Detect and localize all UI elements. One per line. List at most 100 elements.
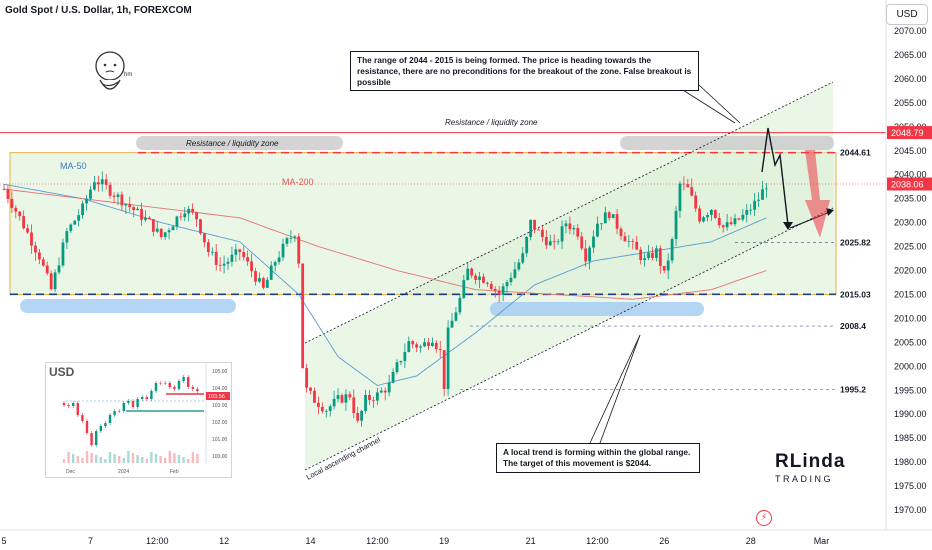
candle-body-41	[163, 232, 167, 238]
candle-body-70	[277, 257, 281, 263]
x-tick-label-4: 14	[306, 536, 316, 546]
candle-body-44	[175, 216, 179, 227]
x-tick-label-9: 26	[659, 536, 669, 546]
currency-button[interactable]: USD	[886, 4, 928, 25]
candle-body-74	[293, 236, 297, 238]
inset-candle-21	[159, 383, 162, 384]
candle-body-90	[356, 413, 360, 421]
candle-body-126	[497, 290, 501, 295]
inset-volume-21	[159, 456, 162, 463]
y-tick-label-10: 2020.00	[894, 266, 927, 276]
candle-body-63	[250, 261, 253, 272]
candle-body-174	[686, 184, 690, 188]
candle-body-139	[548, 241, 552, 246]
inset-volume-3	[76, 456, 79, 463]
y-tick-label-11: 2025.00	[894, 242, 927, 252]
y-tick-label-1: 1975.00	[894, 481, 927, 491]
candle-body-53	[210, 251, 214, 253]
candle-body-128	[505, 282, 509, 287]
candle-body-144	[568, 223, 572, 230]
candle-body-33	[132, 207, 136, 211]
candle-body-58	[230, 254, 234, 262]
inset-volume-22	[164, 458, 167, 463]
candle-body-50	[199, 219, 202, 234]
candle-body-93	[368, 394, 371, 400]
inset-volume-10	[108, 452, 112, 463]
candle-body-27	[108, 184, 112, 196]
y-tick-label-14: 2040.00	[894, 170, 927, 180]
candle-body-61	[242, 251, 246, 258]
candle-body-62	[246, 257, 250, 262]
red-target-arrow	[805, 150, 830, 238]
inset-volume-1	[67, 452, 70, 463]
candle-body-170	[670, 239, 674, 261]
candle-body-183	[721, 225, 725, 228]
candle-body-161	[635, 241, 639, 250]
candle-body-130	[513, 269, 517, 278]
candle-body-56	[222, 263, 226, 266]
candle-body-182	[717, 218, 721, 226]
lightning-icon[interactable]: ⚡	[756, 510, 772, 526]
candle-body-108	[427, 342, 430, 347]
y-tick-label-6: 2000.00	[894, 361, 927, 371]
inset-candle-13	[122, 403, 125, 411]
candle-body-54	[214, 251, 218, 265]
y-tick-label-13: 2035.00	[894, 194, 927, 204]
x-tick-label-8: 12:00	[586, 536, 609, 546]
candle-body-167	[658, 248, 662, 266]
inset-y-tick-3: 102.00	[212, 420, 228, 426]
candle-body-159	[627, 241, 631, 242]
level-label-3: 2008.4	[840, 321, 866, 331]
y-tick-label-7: 2005.00	[894, 337, 927, 347]
inset-x-label-1: 2024	[118, 469, 129, 475]
candle-body-84	[332, 398, 336, 407]
candle-body-162	[639, 249, 643, 261]
candle-body-106	[419, 346, 422, 348]
candles-layer	[2, 171, 768, 427]
x-tick-label-1: 7	[88, 536, 93, 546]
candle-body-68	[269, 265, 273, 280]
x-tick-label-11: Mar	[814, 536, 830, 546]
mascot-sticker: hm	[88, 48, 138, 104]
candle-body-43	[171, 226, 175, 231]
candle-body-151	[596, 223, 599, 237]
candle-body-179	[706, 214, 709, 218]
candle-body-178	[702, 217, 705, 222]
candle-body-121	[478, 276, 481, 280]
candle-body-51	[203, 233, 206, 243]
candle-body-131	[517, 262, 521, 270]
candle-body-96	[379, 390, 383, 393]
level-label-2: 2015.03	[840, 289, 871, 299]
liquidity-pill-left	[136, 136, 343, 150]
candle-body-40	[159, 228, 163, 238]
candle-body-133	[525, 236, 529, 254]
candle-body-31	[124, 204, 128, 206]
y-tick-label-0: 1970.00	[894, 505, 927, 515]
candle-body-20	[81, 203, 84, 216]
candle-body-129	[509, 277, 513, 283]
candle-body-132	[521, 253, 525, 263]
candle-body-71	[281, 243, 285, 258]
inset-svg: 105.00 104.00 103.00 102.00 101.00 100.00 103.…	[46, 363, 231, 477]
inset-candle-7	[95, 431, 98, 445]
candle-body-10	[41, 259, 45, 266]
candle-body-89	[352, 397, 356, 414]
candle-body-191	[753, 200, 757, 210]
inset-volume-27	[187, 459, 190, 463]
x-tick-label-10: 28	[746, 536, 756, 546]
note-bottom-pointer-b	[599, 334, 641, 444]
price-badge-bg-0	[887, 126, 932, 140]
candle-body-35	[140, 208, 143, 220]
candle-body-168	[662, 265, 666, 271]
candle-body-189	[745, 209, 749, 215]
inset-candle-29	[196, 389, 199, 391]
channel-fill	[305, 82, 833, 470]
candle-body-110	[434, 342, 438, 350]
inset-candle-28	[191, 387, 194, 389]
inset-candle-26	[182, 377, 185, 381]
candle-body-9	[37, 252, 41, 260]
inset-candle-3	[76, 403, 79, 415]
candle-body-145	[572, 228, 576, 230]
